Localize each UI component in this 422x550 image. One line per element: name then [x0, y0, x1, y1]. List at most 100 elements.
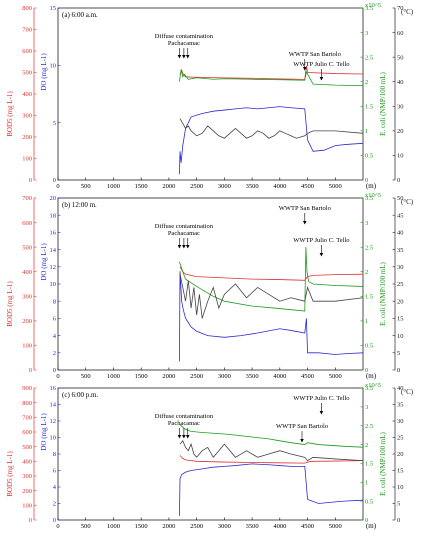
- series-line-do: [179, 463, 364, 516]
- temp-tick-label: 40: [397, 385, 404, 392]
- x-tick-label: 4500: [301, 523, 314, 530]
- ecoli-tick-label: 1.5: [365, 461, 373, 468]
- ecoli-tick-label: 1: [365, 479, 368, 486]
- ecoli-tick-label: 0: [365, 177, 368, 184]
- arrow-head: [302, 221, 307, 225]
- do-tick-label: 18: [50, 212, 57, 219]
- temp-tick-label: 20: [397, 128, 404, 135]
- x-tick-label: 4000: [273, 183, 286, 190]
- annotation-diffuse: Diffuse contamination: [155, 223, 214, 230]
- do-tick-label: 10: [50, 435, 57, 442]
- ecoli-tick-label: 0: [365, 367, 368, 374]
- ecoli-tick-label: 2.5: [365, 54, 373, 61]
- x-tick-label: 3000: [218, 183, 231, 190]
- x-tick-label: 1000: [107, 183, 120, 190]
- x-tick-label: 4000: [273, 373, 286, 380]
- arrow-head: [300, 439, 304, 443]
- do-tick-label: 2: [53, 501, 56, 508]
- bod-tick-label: 500: [22, 70, 32, 77]
- bod-tick-label: 600: [22, 429, 32, 436]
- arrow-head: [302, 67, 307, 71]
- bod-tick-label: 900: [22, 385, 32, 392]
- ecoli-tick-label: 3.5: [365, 195, 373, 202]
- annotation-wwtp-1: WWTP Julio C. Tello: [293, 395, 349, 402]
- temp-tick-label: 30: [397, 418, 404, 425]
- bod-tick-label: 100: [22, 343, 32, 350]
- bod-tick-label: 0: [29, 367, 32, 374]
- arrow-head: [177, 435, 182, 439]
- temp-tick-label: 10: [397, 484, 404, 491]
- x-tick-label: 3500: [246, 183, 259, 190]
- x-tick-label: 2500: [190, 373, 203, 380]
- temp-tick-label: 25: [397, 435, 404, 442]
- x-tick-label: 1500: [135, 183, 148, 190]
- bod-axis-label: BOD5 (mg L-1): [6, 281, 14, 327]
- arrow-head: [185, 435, 190, 439]
- chart-panel-2: 0 500 1000 1500 2000 2500 3000 3500 4000 4500 5000…: [6, 192, 414, 380]
- temp-axis-label: (°C): [401, 198, 414, 206]
- x-tick-label: 5000: [329, 373, 342, 380]
- x-tick-label: 0: [56, 373, 59, 380]
- bod-tick-label: 400: [22, 269, 32, 276]
- do-tick-label: 8: [53, 298, 56, 305]
- arrow-head: [182, 435, 186, 439]
- temp-tick-label: 10: [397, 333, 404, 340]
- temp-tick-label: 60: [397, 30, 404, 37]
- bod-tick-label: 200: [22, 318, 32, 325]
- temp-tick-label: 5: [397, 350, 400, 357]
- x-tick-label: 3000: [218, 373, 231, 380]
- ecoli-tick-label: 1: [365, 318, 368, 325]
- series-line-ecoli: [179, 423, 364, 448]
- arrow-head: [185, 245, 190, 249]
- panel-label: (c) 6:00 p.m.: [62, 391, 98, 399]
- temp-tick-label: 0: [397, 177, 400, 184]
- do-tick-label: 15: [50, 5, 57, 12]
- temp-tick-label: 5: [397, 501, 400, 508]
- x-tick-label: 4000: [273, 523, 286, 530]
- bod-tick-label: 100: [22, 156, 32, 163]
- series-line-bod: [179, 455, 364, 464]
- annotation-diffuse: Diffuse contamination: [155, 33, 214, 40]
- do-tick-label: 14: [50, 247, 57, 254]
- ecoli-multiplier: x10^5: [365, 192, 381, 199]
- bod-tick-label: 400: [22, 91, 32, 98]
- temp-tick-label: 35: [397, 402, 404, 409]
- temp-tick-label: 40: [397, 230, 404, 237]
- x-tick-label: 2000: [162, 183, 175, 190]
- bod-tick-label: 200: [22, 488, 32, 495]
- bod-tick-label: 600: [22, 220, 32, 227]
- temp-tick-label: 50: [397, 54, 404, 61]
- temp-tick-label: 30: [397, 103, 404, 110]
- ecoli-tick-label: 0.5: [365, 153, 373, 160]
- bod-axis-label: BOD5 (mg L-1): [6, 451, 14, 497]
- bod-tick-label: 100: [22, 503, 32, 510]
- temp-axis-label: (°C): [401, 8, 414, 16]
- annotation-wwtp-1: WWTP San Bartolo: [289, 51, 341, 58]
- do-axis-label: DO (mg L-1): [40, 243, 48, 281]
- ecoli-tick-label: 3.5: [365, 5, 373, 12]
- ecoli-tick-label: 0.5: [365, 343, 373, 350]
- x-tick-label: 5000: [329, 183, 342, 190]
- annotation-wwtp-2: WWTP San Bartolo: [276, 423, 328, 430]
- ecoli-tick-label: 0: [365, 517, 368, 524]
- annotation-pachacamac: Pachacamac: [168, 230, 200, 237]
- ecoli-axis-label: E. coli (NMP/100 mL): [379, 261, 387, 325]
- bod-tick-label: 200: [22, 134, 32, 141]
- temp-tick-label: 15: [397, 316, 404, 323]
- bod-tick-label: 300: [22, 473, 32, 480]
- do-tick-label: 20: [50, 195, 57, 202]
- arrow-head: [177, 245, 182, 249]
- arrow-head: [182, 245, 186, 249]
- series-line-bod: [179, 266, 364, 281]
- bod-tick-label: 800: [22, 5, 32, 12]
- bod-axis-label: BOD5 (mg L-1): [6, 91, 14, 137]
- x-tick-label: 3500: [246, 523, 259, 530]
- temp-tick-label: 25: [397, 281, 404, 288]
- annotation-pachacamac: Pachacamac: [168, 40, 200, 47]
- temp-tick-label: 35: [397, 247, 404, 254]
- do-tick-label: 4: [53, 484, 57, 491]
- temp-tick-label: 50: [397, 195, 404, 202]
- bod-tick-label: 300: [22, 113, 32, 120]
- ecoli-axis-label: E. coli (NMP/100 mL): [379, 71, 387, 135]
- chart-panel-3: 0 500 1000 1500 2000 2500 3000 3500 4000 4500 5000…: [6, 382, 414, 530]
